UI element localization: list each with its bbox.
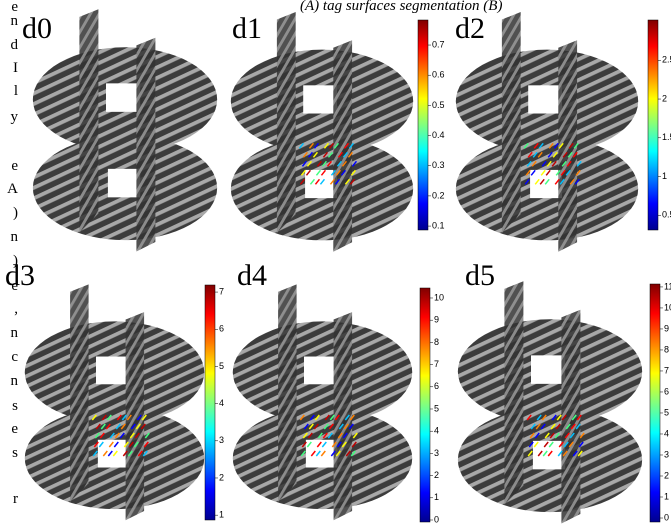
colorbar-tick-label: 1.5 <box>662 132 671 142</box>
margin-letter: e <box>11 421 18 437</box>
colorbar-tick-label: 2 <box>664 470 669 480</box>
margin-letter: d <box>11 37 19 53</box>
panel-label: d2 <box>455 12 485 45</box>
colorbar-tick-label: 8 <box>434 337 439 347</box>
colorbar-tick-label: 10 <box>434 292 444 302</box>
margin-letter: n <box>11 13 19 29</box>
colorbar-tick-label: 0 <box>664 512 669 522</box>
colorbar-tick-label: 0.3 <box>432 160 445 170</box>
colorbar-tick-label: 2 <box>434 470 439 480</box>
margin-letter: s <box>12 398 18 414</box>
margin-letter: n <box>11 373 19 389</box>
panel-label: d5 <box>465 259 495 292</box>
panel-label: d1 <box>232 12 262 45</box>
colorbar-tick-label: 8 <box>664 344 669 354</box>
colorbar-tick-label: 6 <box>219 324 224 334</box>
panel: d1 0.1 0.2 0.3 0.4 0.5 0.6 0.7 <box>231 12 445 252</box>
colorbar-tick-label: 7 <box>434 359 439 369</box>
margin-letter: n <box>11 325 19 341</box>
panel-label: d0 <box>22 12 52 45</box>
colorbar-tick-label: 4 <box>219 398 224 408</box>
surface-render <box>231 12 413 252</box>
margin-letter: n <box>11 229 19 245</box>
colorbar <box>205 285 215 520</box>
margin-letter: e <box>11 158 18 174</box>
surface-render <box>458 281 642 523</box>
surface-render <box>233 284 412 520</box>
colorbar-tick-label: 2 <box>219 472 224 482</box>
colorbar-tick-label: 2.5 <box>662 55 671 65</box>
surface-render <box>33 9 217 251</box>
margin-letter: A <box>7 181 18 197</box>
colorbar-tick-label: 0 <box>434 514 439 524</box>
margin-letter: l <box>14 83 18 99</box>
colorbar-tick-label: 0.5 <box>662 210 671 220</box>
colorbar <box>418 20 428 230</box>
colorbar-tick-label: 7 <box>664 365 669 375</box>
panel: d0 <box>22 9 217 251</box>
surface-render <box>25 284 204 520</box>
figure: (A) tag surfaces segmentation (B) endIly… <box>0 0 671 531</box>
colorbar-tick-label: 4 <box>664 428 669 438</box>
margin-letter: , <box>14 301 18 317</box>
panel: d5 0 1 2 3 4 5 6 7 8 9 10 11 <box>458 259 671 524</box>
margin-letter: s <box>12 445 18 461</box>
panel: d2 0.5 1 1.5 2 2.5 <box>455 12 671 252</box>
colorbar-tick-label: 1 <box>434 492 439 502</box>
colorbar-tick-label: 3 <box>664 449 669 459</box>
colorbar-tick-label: 0.6 <box>432 70 445 80</box>
surface-render <box>456 12 638 252</box>
colorbar-tick-label: 0.1 <box>432 220 445 230</box>
colorbar-tick-label: 10 <box>664 302 671 312</box>
colorbar <box>650 284 660 522</box>
colorbar-tick-label: 7 <box>219 286 224 296</box>
margin-letter: r <box>13 491 18 507</box>
colorbar-tick-label: 3 <box>219 435 224 445</box>
colorbar <box>648 20 658 230</box>
panel-label: d4 <box>237 259 267 292</box>
panel: d3 1 2 3 4 5 6 7 <box>5 259 224 520</box>
colorbar-tick-label: 9 <box>434 315 439 325</box>
colorbar-tick-label: 5 <box>664 407 669 417</box>
margin-letter: ) <box>13 205 18 221</box>
colorbar-tick-label: 6 <box>434 381 439 391</box>
colorbar-tick-label: 1 <box>664 491 669 501</box>
margin-letter: I <box>13 60 18 76</box>
panel: d4 0 1 2 3 4 5 6 7 8 9 10 <box>233 259 444 524</box>
colorbar-tick-label: 2 <box>662 93 667 103</box>
colorbar-tick-label: 0.5 <box>432 100 445 110</box>
colorbar-tick-label: 5 <box>219 361 224 371</box>
colorbar-tick-label: 1 <box>219 510 224 520</box>
colorbar-tick-label: 1 <box>662 171 667 181</box>
colorbar-tick-label: 0.4 <box>432 130 445 140</box>
colorbar-tick-label: 6 <box>664 386 669 396</box>
panel-label: d3 <box>5 259 35 292</box>
colorbar-tick-label: 11 <box>664 281 671 291</box>
margin-letter: c <box>11 349 18 365</box>
colorbar-tick-label: 3 <box>434 448 439 458</box>
colorbar-tick-label: 4 <box>434 426 439 436</box>
margin-letter: y <box>11 109 19 125</box>
colorbar <box>420 288 430 522</box>
colorbar-tick-label: 0.2 <box>432 190 445 200</box>
colorbar-tick-label: 5 <box>434 403 439 413</box>
colorbar-tick-label: 9 <box>664 323 669 333</box>
colorbar-tick-label: 0.7 <box>432 39 445 49</box>
